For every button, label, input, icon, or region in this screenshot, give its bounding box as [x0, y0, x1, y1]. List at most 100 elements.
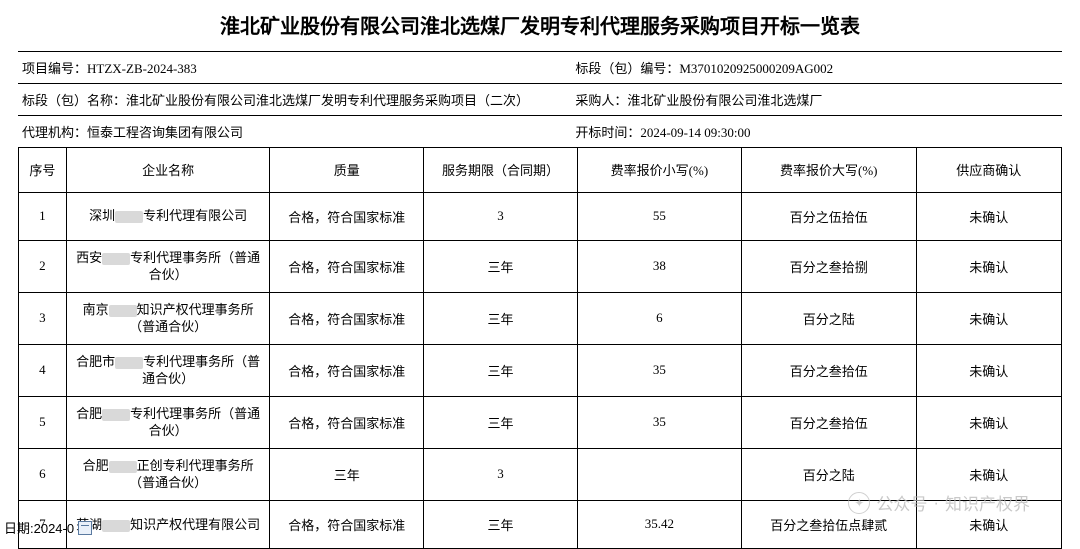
- table-row: 4合肥市专利代理事务所（普通合伙）合格，符合国家标准三年35百分之叁拾伍未确认: [19, 344, 1062, 396]
- table-row: 7芜湖知识产权代理有限公司合格，符合国家标准三年35.42百分之叁拾伍点肆贰未确…: [19, 500, 1062, 548]
- company-prefix: 南京: [83, 302, 109, 317]
- cell-quality: 合格，符合国家标准: [270, 192, 424, 240]
- meta-section: 项目编号：HTZX-ZB-2024-383 标段（包）编号：M370102092…: [18, 51, 1062, 148]
- cell-seq: 2: [19, 240, 67, 292]
- meta-row-1: 项目编号：HTZX-ZB-2024-383 标段（包）编号：M370102092…: [18, 52, 1062, 84]
- col-rate-cn: 费率报价大写(%): [741, 148, 916, 192]
- cell-seq: 4: [19, 344, 67, 396]
- cell-seq: 6: [19, 448, 67, 500]
- company-suffix: 专利代理事务所（普通合伙）: [142, 354, 260, 387]
- cell-quality: 合格，符合国家标准: [270, 240, 424, 292]
- meta-lot-no-value: M3701020925000209AG002: [679, 61, 833, 76]
- meta-lot-name-label: 标段（包）名称：: [22, 93, 126, 108]
- cell-confirm: 未确认: [916, 344, 1062, 396]
- table-row: 2西安专利代理事务所（普通合伙）合格，符合国家标准三年38百分之叁拾捌未确认: [19, 240, 1062, 292]
- meta-agency-label: 代理机构：: [22, 125, 87, 140]
- cell-rate-num: [577, 448, 741, 500]
- meta-lot-no-label: 标段（包）编号：: [575, 61, 679, 76]
- cell-quality: 合格，符合国家标准: [270, 344, 424, 396]
- company-prefix: 合肥: [83, 458, 109, 473]
- redacted-icon: [102, 253, 130, 265]
- meta-open-time-label: 开标时间：: [575, 125, 640, 140]
- cell-period: 三年: [424, 240, 578, 292]
- company-prefix: 合肥: [76, 406, 102, 421]
- company-suffix: 专利代理事务所（普通合伙）: [130, 406, 260, 439]
- calendar-icon[interactable]: [78, 521, 92, 535]
- col-confirm: 供应商确认: [916, 148, 1062, 192]
- cell-period: 三年: [424, 396, 578, 448]
- cell-rate-num: 35: [577, 396, 741, 448]
- meta-project-no: 项目编号：HTZX-ZB-2024-383: [18, 52, 571, 83]
- cell-company: 合肥 正创专利代理事务所（普通合伙）: [66, 448, 270, 500]
- cell-seq: 3: [19, 292, 67, 344]
- company-prefix: 西安: [76, 250, 102, 265]
- bid-table: 序号 企业名称 质量 服务期限（合同期） 费率报价小写(%) 费率报价大写(%)…: [18, 148, 1062, 549]
- table-row: 1 深圳 专利代理有限公司 合格，符合国家标准355百分之伍拾伍未确认: [19, 192, 1062, 240]
- meta-project-no-value: HTZX-ZB-2024-383: [87, 61, 197, 76]
- cell-company: 合肥 专利代理事务所（普通合伙）: [66, 396, 270, 448]
- cell-quality: 三年: [270, 448, 424, 500]
- cell-quality: 合格，符合国家标准: [270, 500, 424, 548]
- company-suffix: 专利代理事务所（普通合伙）: [130, 250, 260, 283]
- company-suffix: 知识产权代理有限公司: [130, 517, 260, 532]
- cell-company: 南京 知识产权代理事务所（普通合伙）: [66, 292, 270, 344]
- meta-agency-value: 恒泰工程咨询集团有限公司: [87, 125, 243, 140]
- meta-agency: 代理机构：恒泰工程咨询集团有限公司: [18, 116, 571, 147]
- redacted-icon: [115, 211, 143, 223]
- table-row: 3南京知识产权代理事务所（普通合伙）合格，符合国家标准三年6百分之陆未确认: [19, 292, 1062, 344]
- cell-company: 合肥市 专利代理事务所（普通合伙）: [66, 344, 270, 396]
- col-company: 企业名称: [66, 148, 270, 192]
- cell-period: 3: [424, 192, 578, 240]
- cell-rate-cn: 百分之伍拾伍: [741, 192, 916, 240]
- table-header-row: 序号 企业名称 质量 服务期限（合同期） 费率报价小写(%) 费率报价大写(%)…: [19, 148, 1062, 192]
- table-row: 5合肥专利代理事务所（普通合伙）合格，符合国家标准三年35百分之叁拾伍未确认: [19, 396, 1062, 448]
- cell-rate-cn: 百分之叁拾伍: [741, 344, 916, 396]
- cell-rate-num: 35.42: [577, 500, 741, 548]
- meta-lot-name-value: 淮北矿业股份有限公司淮北选煤厂发明专利代理服务采购项目（二次）: [126, 93, 529, 108]
- col-period: 服务期限（合同期）: [424, 148, 578, 192]
- cell-confirm: 未确认: [916, 396, 1062, 448]
- meta-row-2: 标段（包）名称：淮北矿业股份有限公司淮北选煤厂发明专利代理服务采购项目（二次） …: [18, 84, 1062, 116]
- cell-confirm: 未确认: [916, 192, 1062, 240]
- cell-seq: 5: [19, 396, 67, 448]
- company-suffix: 正创专利代理事务所（普通合伙）: [129, 458, 254, 491]
- redacted-icon: [109, 305, 137, 317]
- redacted-icon: [115, 357, 143, 369]
- meta-open-time: 开标时间：2024-09-14 09:30:00: [571, 116, 1062, 147]
- company-suffix: 专利代理有限公司: [143, 208, 247, 223]
- cell-rate-cn: 百分之陆: [741, 292, 916, 344]
- cell-rate-num: 55: [577, 192, 741, 240]
- cell-rate-num: 38: [577, 240, 741, 292]
- table-row: 6合肥正创专利代理事务所（普通合伙）三年3百分之陆未确认: [19, 448, 1062, 500]
- cell-period: 三年: [424, 292, 578, 344]
- cell-seq: 1: [19, 192, 67, 240]
- cell-rate-cn: 百分之叁拾伍: [741, 396, 916, 448]
- company-suffix: 知识产权代理事务所（普通合伙）: [129, 302, 254, 335]
- company-prefix: 合肥市: [76, 354, 115, 369]
- col-seq: 序号: [19, 148, 67, 192]
- cell-rate-num: 35: [577, 344, 741, 396]
- col-rate-num: 费率报价小写(%): [577, 148, 741, 192]
- meta-lot-no: 标段（包）编号：M3701020925000209AG002: [571, 52, 1062, 83]
- redacted-icon: [102, 409, 130, 421]
- redacted-icon: [102, 520, 130, 532]
- cell-period: 三年: [424, 500, 578, 548]
- cell-company: 西安 专利代理事务所（普通合伙）: [66, 240, 270, 292]
- redacted-icon: [109, 461, 137, 473]
- meta-project-no-label: 项目编号：: [22, 61, 87, 76]
- cell-rate-cn: 百分之叁拾伍点肆贰: [741, 500, 916, 548]
- meta-purchaser-label: 采购人：: [575, 93, 627, 108]
- page-title: 淮北矿业股份有限公司淮北选煤厂发明专利代理服务采购项目开标一览表: [18, 10, 1062, 39]
- company-prefix: 深圳: [89, 208, 115, 223]
- cell-confirm: 未确认: [916, 292, 1062, 344]
- cell-quality: 合格，符合国家标准: [270, 292, 424, 344]
- meta-lot-name: 标段（包）名称：淮北矿业股份有限公司淮北选煤厂发明专利代理服务采购项目（二次）: [18, 84, 571, 115]
- footer-date: 日期:2024-0: [4, 518, 92, 537]
- cell-company: 深圳 专利代理有限公司: [66, 192, 270, 240]
- col-quality: 质量: [270, 148, 424, 192]
- cell-company: 芜湖知识产权代理有限公司: [66, 500, 270, 548]
- cell-confirm: 未确认: [916, 448, 1062, 500]
- cell-period: 3: [424, 448, 578, 500]
- cell-rate-cn: 百分之叁拾捌: [741, 240, 916, 292]
- meta-open-time-value: 2024-09-14 09:30:00: [640, 125, 750, 140]
